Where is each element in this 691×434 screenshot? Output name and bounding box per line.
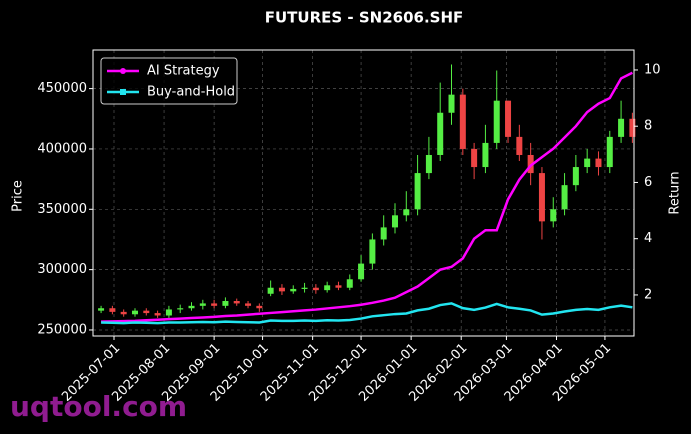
candle-body: [482, 142, 489, 168]
candle-body: [109, 308, 116, 312]
candle-body: [584, 158, 591, 168]
candle-body: [403, 209, 410, 216]
legend-marker: [120, 68, 126, 74]
y2-tick-label: 10: [644, 62, 661, 77]
candle-body: [165, 309, 172, 316]
legend-label: AI Strategy: [147, 64, 220, 79]
candle-body: [324, 285, 331, 291]
candle-body: [505, 100, 512, 137]
candle-body: [98, 308, 105, 311]
candle-body: [448, 94, 455, 113]
candle-body: [561, 185, 568, 210]
candle-body: [538, 173, 545, 222]
candle-body: [312, 287, 319, 291]
y2-tick-label: 8: [644, 119, 652, 134]
y-tick-label: 350000: [37, 202, 87, 217]
candle-body: [425, 154, 432, 174]
candle-body: [369, 239, 376, 264]
candle-body: [358, 263, 365, 280]
candle-body: [572, 167, 579, 186]
candle-body: [414, 173, 421, 210]
candle-body: [211, 303, 218, 306]
candle-body: [267, 287, 274, 294]
candle-body: [222, 301, 229, 306]
candle-body: [437, 112, 444, 155]
candle-body: [516, 136, 523, 155]
candle-body: [550, 209, 557, 222]
candle-body: [120, 311, 127, 315]
return-line: [101, 71, 633, 323]
candle-body: [278, 287, 285, 292]
y-tick-label: 450000: [37, 81, 87, 96]
chart-title: FUTURES - SN2606.SHF: [265, 9, 464, 27]
candle-body: [335, 285, 342, 288]
watermark: uqtool.com: [10, 390, 187, 423]
candle-body: [143, 310, 150, 314]
y-tick-label: 250000: [37, 322, 87, 337]
y2-tick-label: 4: [644, 231, 652, 246]
candle-body: [245, 303, 252, 306]
candle-body: [391, 215, 398, 228]
legend-label: Buy-and-Hold: [147, 85, 235, 100]
candle-body: [154, 313, 161, 316]
candle-body: [199, 303, 206, 306]
candle-body: [233, 301, 240, 304]
candle-body: [177, 308, 184, 310]
y-axis-label: Price: [11, 180, 26, 212]
candle-body: [606, 136, 613, 168]
candle-body: [629, 118, 636, 137]
legend-marker: [120, 89, 126, 95]
plot-area: [93, 50, 636, 336]
candle-body: [595, 158, 602, 168]
return-line: [101, 302, 633, 325]
y-tick-label: 400000: [37, 141, 87, 156]
candle-body: [459, 94, 466, 149]
candle-body: [301, 287, 308, 289]
y-tick-label: 300000: [37, 262, 87, 277]
candle-body: [618, 118, 625, 137]
candle-body: [380, 227, 387, 240]
candle-body: [471, 148, 478, 168]
candle-body: [346, 279, 353, 288]
candle-body: [493, 100, 500, 143]
candle-body: [290, 288, 297, 292]
y2-tick-label: 2: [644, 287, 652, 302]
candle-body: [131, 310, 138, 315]
candle-body: [256, 305, 263, 309]
plot-frame: [92, 49, 635, 337]
candle-body: [188, 305, 195, 309]
y2-axis-label: Return: [668, 171, 683, 214]
y2-tick-label: 6: [644, 175, 652, 190]
